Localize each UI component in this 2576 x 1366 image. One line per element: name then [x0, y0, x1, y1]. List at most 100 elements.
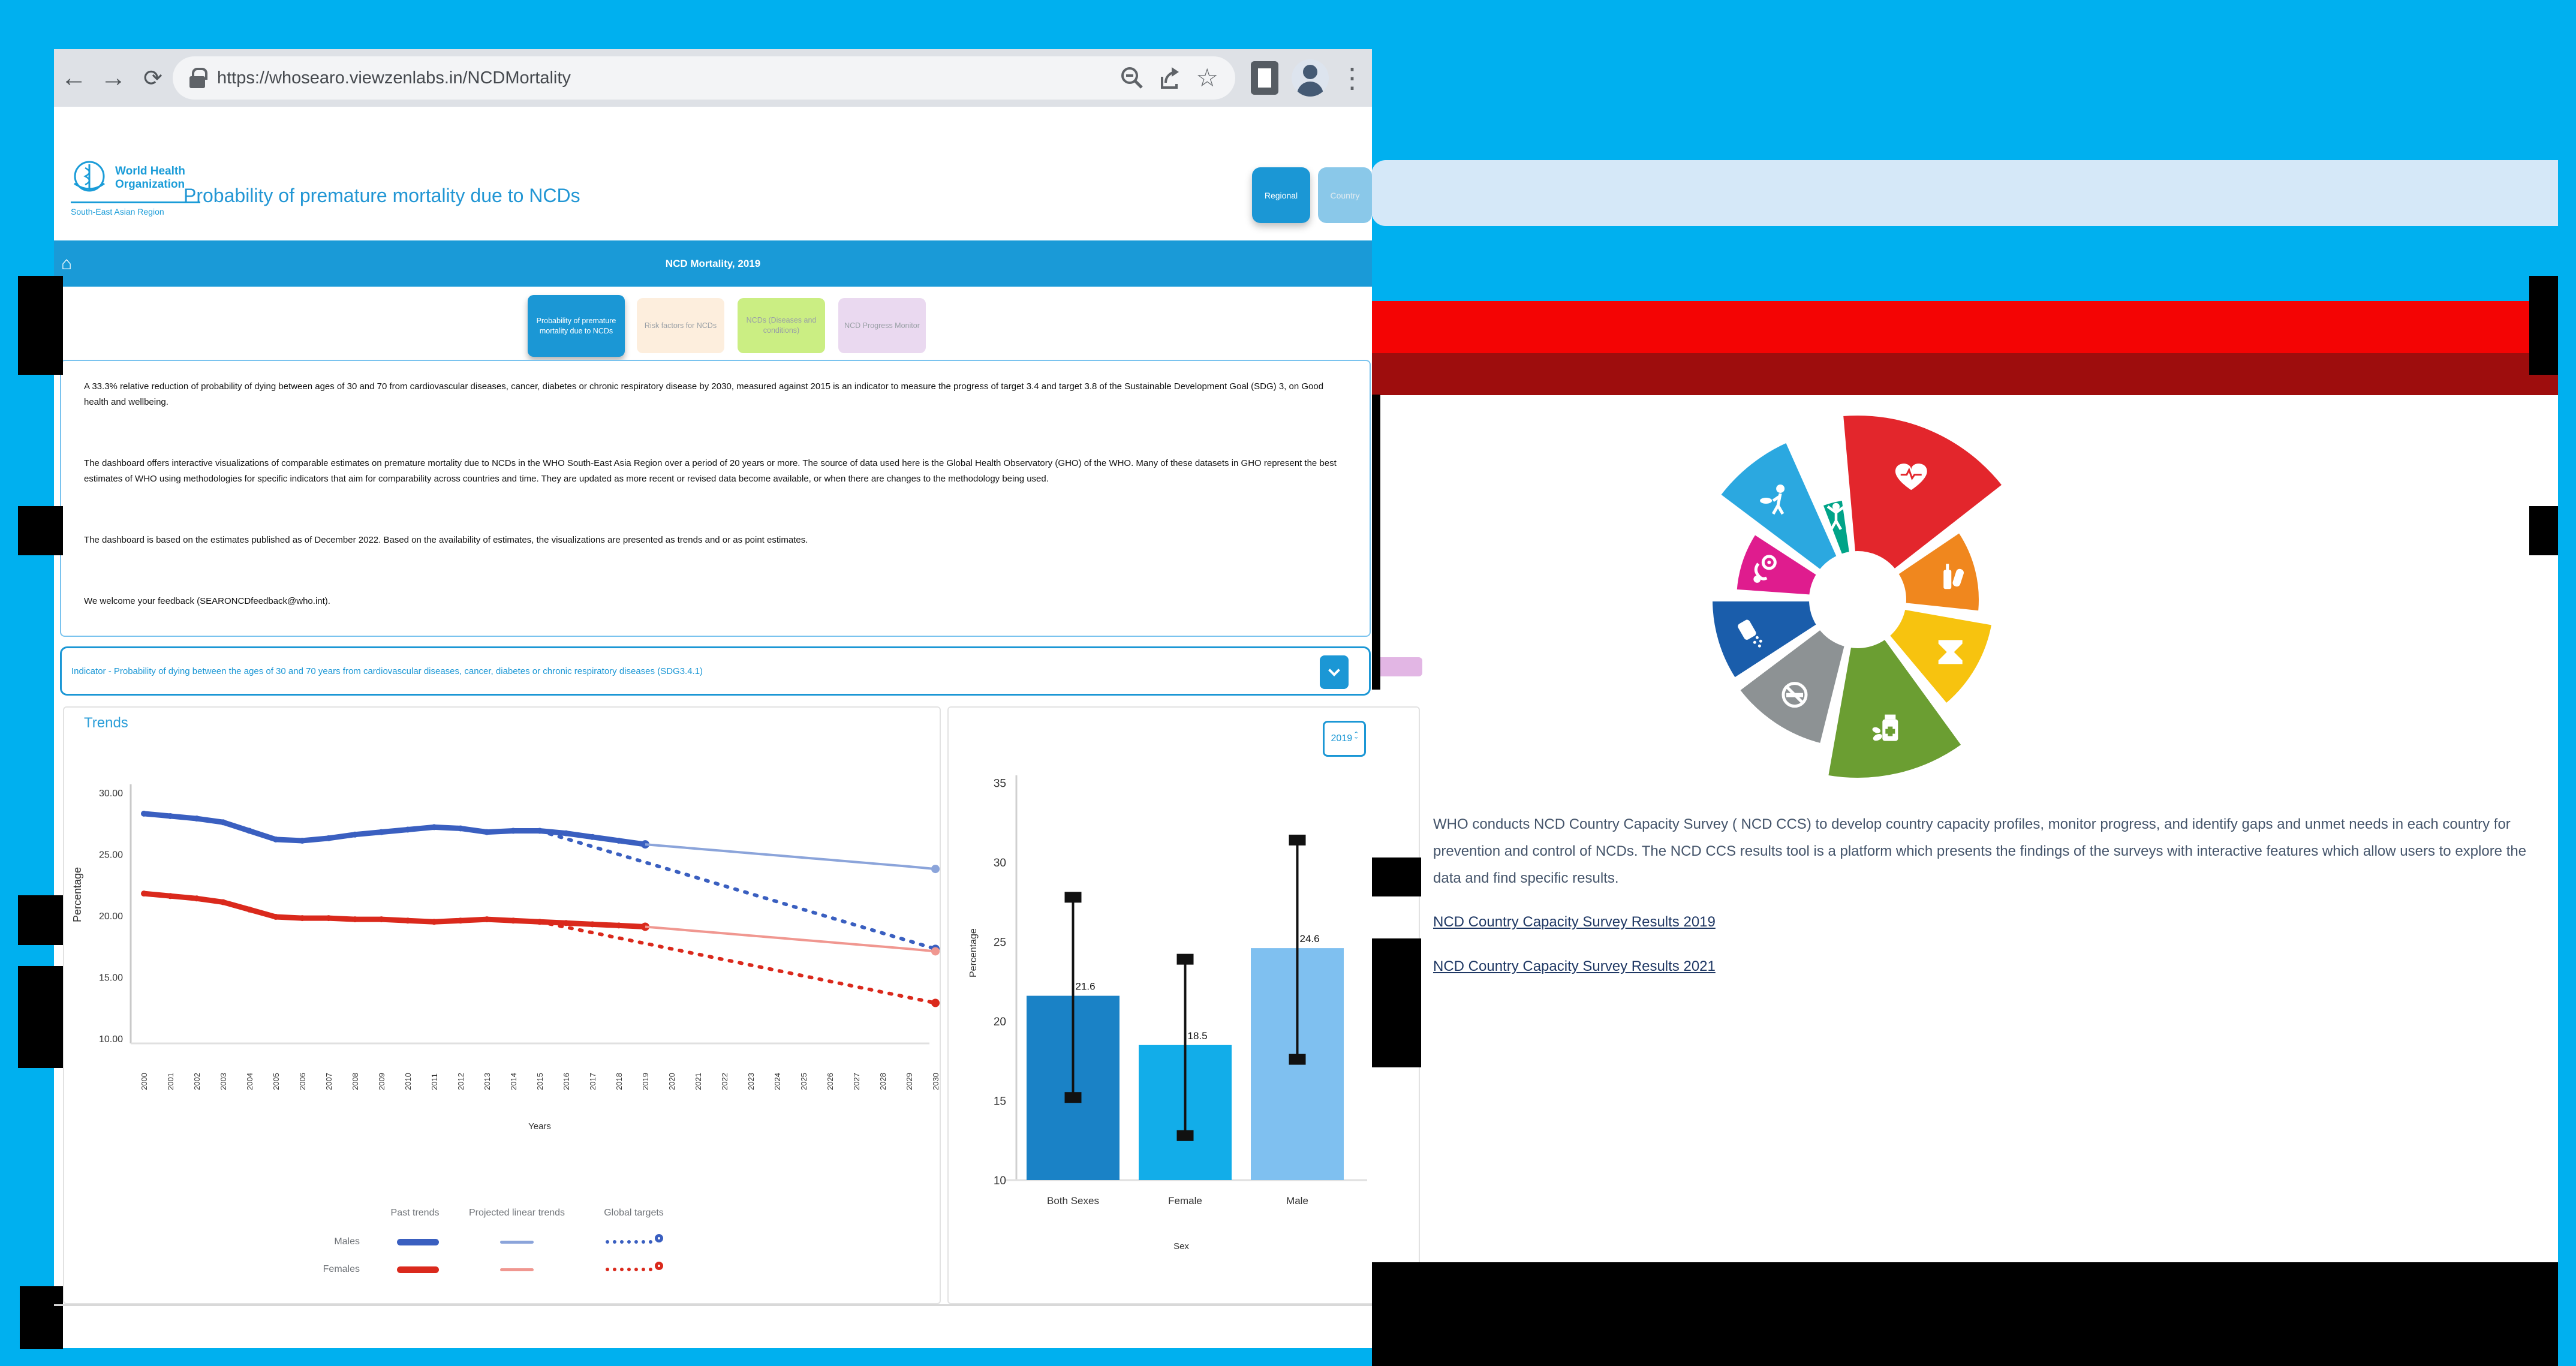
- x-tick-label[interactable]: 2009: [377, 1073, 386, 1090]
- x-category-label: Male: [1286, 1195, 1308, 1206]
- page-title: Probability of premature mortality due t…: [183, 185, 580, 206]
- x-tick-label[interactable]: 2023: [747, 1073, 756, 1090]
- data-point: [352, 916, 358, 923]
- x-tick-label[interactable]: 2020: [667, 1073, 676, 1090]
- artifact-block: [18, 506, 63, 555]
- bookmark-star-icon[interactable]: ☆: [1196, 64, 1218, 92]
- url-text[interactable]: https://whosearo.viewzenlabs.in/NCDMorta…: [217, 68, 571, 88]
- data-point: [431, 919, 437, 925]
- legend-header-projected-trends: Projected linear trends: [468, 1208, 565, 1218]
- reload-icon[interactable]: ⟳: [143, 65, 162, 91]
- address-bar[interactable]: https://whosearo.viewzenlabs.in/NCDMorta…: [173, 56, 1235, 100]
- series-end-marker: [931, 947, 940, 956]
- x-tick-label[interactable]: 2002: [192, 1073, 201, 1090]
- x-tick-label[interactable]: 2005: [272, 1073, 281, 1090]
- country-button[interactable]: Country: [1318, 167, 1372, 223]
- wheel-icon-blood-pressure: [1753, 555, 1777, 583]
- x-tick-label[interactable]: 2021: [694, 1073, 703, 1090]
- legend-females-target-circle: [655, 1262, 663, 1270]
- ccs-results-2021-link[interactable]: NCD Country Capacity Survey Results 2021: [1433, 958, 1716, 974]
- home-icon[interactable]: ⌂: [61, 253, 73, 273]
- x-tick-label[interactable]: 2003: [219, 1073, 228, 1090]
- series-males-past-trends[interactable]: [143, 811, 646, 847]
- trends-line-chart[interactable]: 30.00 25.00 20.00 15.00 10.00 Percentage 2000 2…: [63, 706, 941, 1304]
- ccs-results-2019-link[interactable]: NCD Country Capacity Survey Results 2019: [1433, 914, 1716, 930]
- tab-ncds-diseases-conditions[interactable]: NCDs (Diseases and conditions): [738, 298, 825, 353]
- mortality-bar-chart[interactable]: 35 30 25 20 15 10 Percentage 21.6 Both Sexes 18.5…: [947, 706, 1420, 1304]
- x-tick-label[interactable]: 2010: [404, 1073, 413, 1090]
- year-selector-value: 2019: [1331, 733, 1353, 744]
- y-tick-label: 30.00: [99, 789, 123, 799]
- x-tick-label[interactable]: 2029: [905, 1073, 914, 1090]
- who-emblem-icon: [74, 161, 105, 192]
- wheel-icon-cardiovascular-health: [1895, 464, 1927, 491]
- share-icon[interactable]: [1157, 65, 1184, 91]
- y-axis-title: Percentage: [71, 867, 83, 922]
- x-tick-label[interactable]: 2027: [852, 1073, 861, 1090]
- indicator-dropdown[interactable]: Indicator - Probability of dying between…: [60, 646, 1371, 696]
- x-tick-label[interactable]: 2016: [562, 1073, 571, 1090]
- x-tick-label[interactable]: 2026: [826, 1073, 835, 1090]
- zoom-out-magnifier-icon[interactable]: [1119, 65, 1145, 91]
- forward-arrow-icon[interactable]: →: [100, 63, 127, 92]
- x-tick-label[interactable]: 2013: [483, 1073, 492, 1090]
- tab-probability-premature-mortality[interactable]: Probability of premature mortality due t…: [528, 295, 625, 357]
- wheel-icon-hourglass-time: [1938, 640, 1963, 664]
- x-tick-label[interactable]: 2015: [535, 1073, 544, 1090]
- maroon-artifact-band: [1372, 353, 2558, 395]
- y-tick-label: 25: [994, 937, 1006, 949]
- profile-avatar[interactable]: [1292, 59, 1329, 97]
- series-males-global-target[interactable]: [538, 829, 937, 951]
- red-artifact-band: [1372, 301, 2558, 353]
- data-point: [220, 899, 226, 905]
- x-tick-label[interactable]: 2004: [245, 1073, 254, 1090]
- x-tick-label[interactable]: 2000: [140, 1073, 149, 1090]
- x-tick-label[interactable]: 2011: [430, 1073, 439, 1090]
- data-point: [510, 828, 516, 834]
- series-end-marker: [641, 840, 649, 849]
- x-tick-label[interactable]: 2012: [456, 1073, 465, 1090]
- x-tick-label[interactable]: 2014: [509, 1073, 518, 1090]
- regional-button[interactable]: Regional: [1252, 167, 1310, 223]
- artifact-block: [2529, 506, 2558, 555]
- x-tick-label[interactable]: 2008: [351, 1073, 360, 1090]
- x-tick-label[interactable]: 2022: [720, 1073, 729, 1090]
- browser-toolbar: ← → ⟳ https://whosearo.viewzenlabs.in/NC…: [54, 49, 1372, 107]
- indicator-chevron-button[interactable]: [1320, 655, 1349, 689]
- x-tick-label[interactable]: 2001: [166, 1073, 175, 1090]
- error-cap-top: [1289, 834, 1306, 846]
- x-tick-label[interactable]: 2030: [931, 1073, 940, 1090]
- error-cap-bottom: [1289, 1054, 1306, 1065]
- header-lightblue-band: [1371, 160, 2558, 226]
- x-tick-label[interactable]: 2025: [799, 1073, 808, 1090]
- x-tick-label[interactable]: 2019: [641, 1073, 650, 1090]
- overflow-menu-icon[interactable]: ⋮: [1338, 62, 1366, 94]
- series-females-past-trends[interactable]: [143, 890, 646, 929]
- x-tick-label[interactable]: 2017: [588, 1073, 597, 1090]
- x-tick-label[interactable]: 2024: [773, 1073, 782, 1090]
- x-tick-label[interactable]: 2006: [298, 1073, 307, 1090]
- back-arrow-icon[interactable]: ←: [61, 63, 87, 92]
- tab-ncd-progress-monitor[interactable]: NCD Progress Monitor: [838, 298, 926, 353]
- artifact-block: [18, 895, 63, 945]
- content-bottom-divider: [54, 1304, 1372, 1306]
- wheel-icon-medicines: [1872, 714, 1898, 741]
- data-point: [167, 813, 173, 819]
- wheel-icon-salt-reduction: [1738, 619, 1762, 648]
- x-tick-label[interactable]: 2007: [324, 1073, 333, 1090]
- tab-risk-factors[interactable]: Risk factors for NCDs: [637, 298, 724, 353]
- series-females-global-target[interactable]: [538, 920, 937, 1005]
- wheel-segment-medicines-icon: [1824, 636, 1966, 781]
- who-logo-line1: World Health: [115, 165, 185, 177]
- y-tick-label: 35: [994, 778, 1006, 790]
- series-females-projected-linear-trend[interactable]: [645, 925, 936, 953]
- x-tick-label[interactable]: 2028: [878, 1073, 887, 1090]
- artifact-block-large: [1372, 1262, 2558, 1366]
- data-point: [299, 915, 305, 922]
- series-males-projected-linear-trend[interactable]: [645, 843, 936, 871]
- data-point: [458, 917, 464, 924]
- side-panel-icon[interactable]: [1251, 61, 1278, 95]
- x-tick-label[interactable]: 2018: [615, 1073, 624, 1090]
